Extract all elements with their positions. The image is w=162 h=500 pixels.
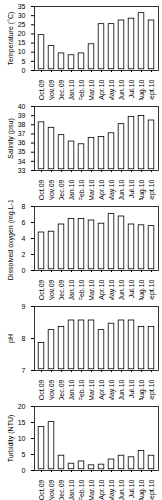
svg-text:Sept.10: Sept.10	[148, 479, 156, 500]
svg-text:Jun.10: Jun.10	[118, 379, 125, 400]
svg-text:Nov.09: Nov.09	[48, 479, 55, 500]
svg-text:Jan.10: Jan.10	[68, 379, 75, 400]
svg-text:Jul.10: Jul.10	[128, 179, 135, 198]
svg-text:Apr.10: Apr.10	[98, 479, 106, 499]
svg-text:2: 2	[22, 251, 26, 258]
svg-text:39: 39	[18, 112, 26, 119]
svg-text:Jul.10: Jul.10	[128, 79, 135, 98]
svg-text:20: 20	[18, 403, 26, 410]
svg-text:Mar.10: Mar.10	[88, 279, 95, 300]
svg-text:34: 34	[18, 158, 26, 165]
svg-text:Dissolved oxygen (mg.L-1): Dissolved oxygen (mg.L-1)	[7, 200, 15, 280]
svg-text:Temperature (°C): Temperature (°C)	[7, 12, 15, 66]
svg-text:Oct.09: Oct.09	[38, 279, 45, 300]
svg-text:0: 0	[22, 267, 26, 274]
svg-text:35: 35	[18, 3, 26, 10]
svg-text:Nov.09: Nov.09	[48, 79, 55, 100]
svg-text:Feb.10: Feb.10	[78, 79, 85, 100]
svg-text:May.10: May.10	[108, 179, 116, 200]
svg-text:Feb.10: Feb.10	[78, 279, 85, 300]
svg-text:Dec.09: Dec.09	[58, 179, 65, 200]
svg-text:Oct.09: Oct.09	[38, 79, 45, 100]
svg-text:35: 35	[18, 148, 26, 155]
svg-text:15: 15	[18, 39, 26, 46]
svg-text:38: 38	[18, 121, 26, 128]
svg-text:Dec.09: Dec.09	[58, 79, 65, 100]
svg-text:Aug.10: Aug.10	[138, 79, 146, 100]
svg-text:Sept.10: Sept.10	[148, 79, 156, 100]
svg-text:Dec.09: Dec.09	[58, 279, 65, 300]
svg-text:9: 9	[22, 303, 26, 310]
svg-text:Sept.10: Sept.10	[148, 279, 156, 300]
svg-text:Aug.10: Aug.10	[138, 379, 146, 400]
svg-text:4: 4	[22, 235, 26, 242]
svg-text:Oct.09: Oct.09	[38, 379, 45, 400]
svg-text:Jul.10: Jul.10	[128, 479, 135, 498]
svg-text:Jun.10: Jun.10	[118, 479, 125, 500]
svg-text:Oct.09: Oct.09	[38, 479, 45, 500]
svg-text:Mar.10: Mar.10	[88, 179, 95, 200]
svg-text:May.10: May.10	[108, 479, 116, 500]
svg-text:Sept.10: Sept.10	[148, 179, 156, 200]
svg-text:0: 0	[22, 67, 26, 74]
svg-text:6: 6	[22, 219, 26, 226]
svg-text:Apr.10: Apr.10	[98, 179, 106, 199]
svg-text:Feb.10: Feb.10	[78, 479, 85, 500]
svg-text:Mar.10: Mar.10	[88, 379, 95, 400]
svg-text:May.10: May.10	[108, 79, 116, 100]
svg-text:Aug.10: Aug.10	[138, 279, 146, 300]
svg-text:Aug.10: Aug.10	[138, 179, 146, 200]
svg-text:Jul.10: Jul.10	[128, 379, 135, 398]
svg-text:Sept.10: Sept.10	[148, 379, 156, 400]
svg-text:Nov.09: Nov.09	[48, 179, 55, 200]
svg-text:Oct.09: Oct.09	[38, 179, 45, 200]
svg-text:30: 30	[18, 12, 26, 19]
svg-text:0: 0	[22, 467, 26, 474]
svg-text:8: 8	[22, 203, 26, 210]
svg-text:40: 40	[18, 103, 26, 110]
svg-text:8: 8	[22, 335, 26, 342]
svg-text:Nov.09: Nov.09	[48, 379, 55, 400]
svg-text:Salinity (psu): Salinity (psu)	[7, 118, 15, 158]
svg-text:36: 36	[18, 139, 26, 146]
svg-text:Jan.10: Jan.10	[68, 79, 75, 100]
svg-text:Apr.10: Apr.10	[98, 79, 106, 99]
svg-text:33: 33	[18, 167, 26, 174]
svg-text:10: 10	[18, 435, 26, 442]
svg-text:Jun.10: Jun.10	[118, 179, 125, 200]
svg-text:pH: pH	[7, 334, 15, 343]
svg-text:Feb.10: Feb.10	[78, 179, 85, 200]
svg-text:Dec.09: Dec.09	[58, 379, 65, 400]
svg-text:Mar.10: Mar.10	[88, 79, 95, 100]
svg-text:Jan.10: Jan.10	[68, 179, 75, 200]
svg-text:Mar.10: Mar.10	[88, 479, 95, 500]
svg-text:Turbidity (NTU): Turbidity (NTU)	[7, 415, 15, 463]
svg-text:May.10: May.10	[108, 379, 116, 400]
svg-text:5: 5	[22, 58, 26, 65]
svg-text:Jun.10: Jun.10	[118, 279, 125, 300]
svg-text:Jan.10: Jan.10	[68, 479, 75, 500]
svg-text:15: 15	[18, 419, 26, 426]
svg-text:20: 20	[18, 30, 26, 37]
svg-text:Dec.09: Dec.09	[58, 479, 65, 500]
svg-text:Jun.10: Jun.10	[118, 79, 125, 100]
svg-text:7: 7	[22, 367, 26, 374]
svg-text:Apr.10: Apr.10	[98, 279, 106, 299]
svg-text:Jan.10: Jan.10	[68, 279, 75, 300]
svg-text:Feb.10: Feb.10	[78, 379, 85, 400]
svg-text:37: 37	[18, 130, 26, 137]
svg-text:5: 5	[22, 451, 26, 458]
svg-text:Jul.10: Jul.10	[128, 279, 135, 298]
svg-text:Nov.09: Nov.09	[48, 279, 55, 300]
svg-text:Aug.10: Aug.10	[138, 479, 146, 500]
svg-text:May.10: May.10	[108, 279, 116, 300]
svg-text:Apr.10: Apr.10	[98, 379, 106, 399]
svg-text:10: 10	[18, 48, 26, 55]
svg-text:25: 25	[18, 21, 26, 28]
